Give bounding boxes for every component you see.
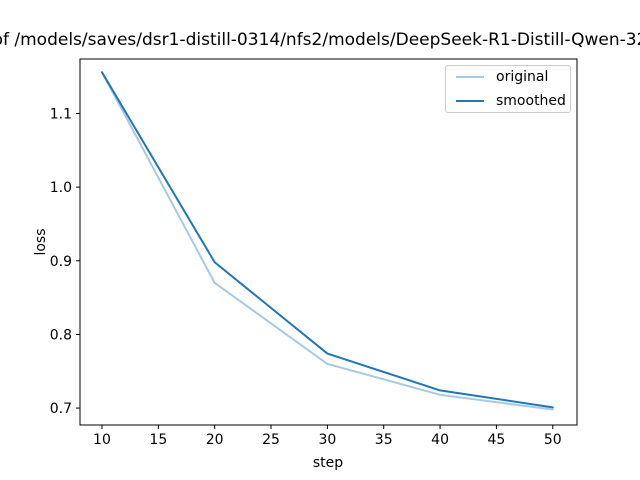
y-tick-label: 0.9 xyxy=(50,254,72,270)
legend-line-smoothed-icon xyxy=(456,100,484,102)
x-tick-label: 45 xyxy=(488,432,506,448)
x-tick-label: 20 xyxy=(206,432,224,448)
chart-title: of /models/saves/dsr1-distill-0314/nfs2/… xyxy=(0,30,640,50)
x-tick-label: 25 xyxy=(262,432,280,448)
y-tick-label: 0.8 xyxy=(50,327,72,343)
y-tick-label: 1.1 xyxy=(50,106,72,122)
legend-label-smoothed: smoothed xyxy=(496,93,566,109)
x-tick-label: 30 xyxy=(318,432,336,448)
legend-item-original: original xyxy=(456,69,570,85)
legend-line-original-icon xyxy=(456,76,484,78)
y-axis-label: loss xyxy=(33,228,49,256)
x-axis-label: step xyxy=(312,455,344,471)
x-tick-label: 10 xyxy=(93,432,111,448)
axes-frame xyxy=(79,58,578,426)
legend-item-smoothed: smoothed xyxy=(456,93,570,109)
legend-label-original: original xyxy=(496,69,549,85)
series-line-smoothed xyxy=(100,71,554,409)
x-tick-label: 40 xyxy=(431,432,449,448)
legend: original smoothed xyxy=(445,65,571,113)
y-tick-label: 1.0 xyxy=(50,180,72,196)
series-line-original xyxy=(100,71,554,411)
x-tick-label: 50 xyxy=(544,432,562,448)
x-tick-label: 35 xyxy=(375,432,393,448)
x-tick-label: 15 xyxy=(149,432,167,448)
y-tick-label: 0.7 xyxy=(50,401,72,417)
